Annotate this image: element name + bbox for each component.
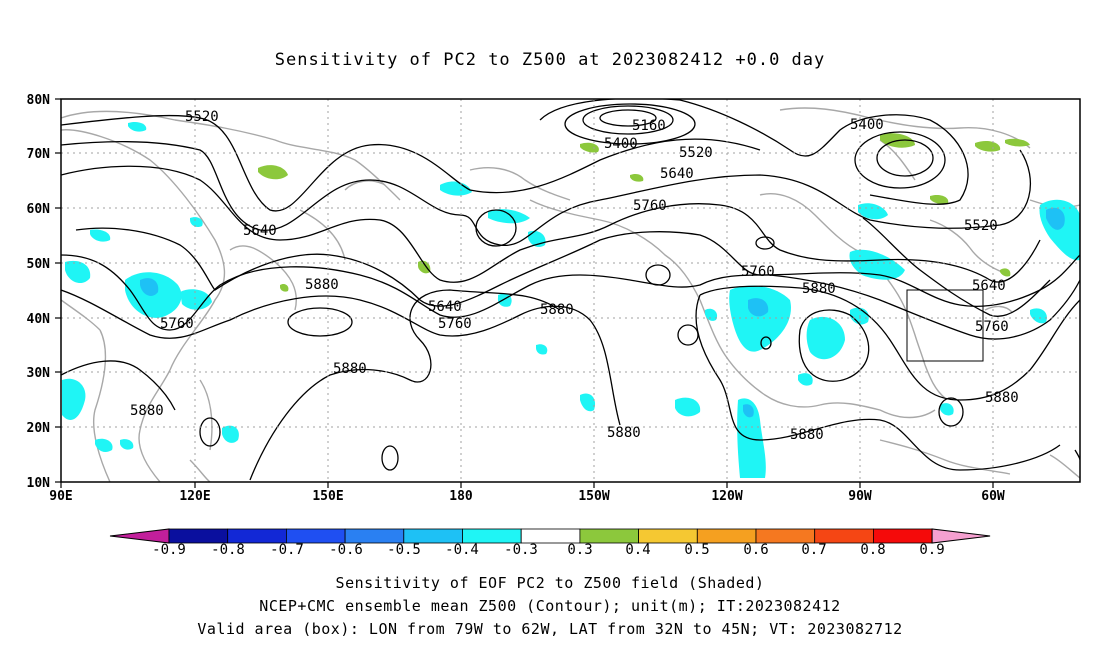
lat-label: 70N bbox=[27, 147, 51, 162]
map-plot-area: 5520 5160 5400 5400 5520 5640 5760 5640 … bbox=[61, 99, 1080, 482]
colorbar-label: -0.5 bbox=[387, 542, 421, 558]
contour-labels: 5520 5160 5400 5400 5520 5640 5760 5640 … bbox=[130, 109, 1019, 443]
valid-area-box bbox=[906, 289, 984, 362]
lon-label: 120E bbox=[179, 489, 210, 504]
contour-label: 5880 bbox=[540, 302, 574, 318]
colorbar-segment bbox=[638, 528, 698, 544]
colorbar-label: -0.3 bbox=[504, 542, 538, 558]
colorbar-label: -0.9 bbox=[152, 542, 186, 558]
contour-label: 5880 bbox=[305, 277, 339, 293]
lat-label: 20N bbox=[27, 421, 51, 436]
caption-valid-area: Valid area (box): LON from 79W to 62W, L… bbox=[197, 620, 903, 638]
contour-label: 5640 bbox=[243, 223, 277, 239]
contour-label: 5520 bbox=[679, 145, 713, 161]
contour-label: 5880 bbox=[130, 403, 164, 419]
colorbar-segment bbox=[520, 528, 581, 544]
lon-label: 150W bbox=[578, 489, 609, 504]
colorbar-label: -0.4 bbox=[445, 542, 479, 558]
colorbar-segment bbox=[696, 528, 757, 544]
map-title: Sensitivity of PC2 to Z500 at 2023082412… bbox=[274, 50, 826, 70]
contour-label: 5760 bbox=[741, 264, 775, 280]
contour-label: 5880 bbox=[607, 425, 641, 441]
contour-label: 5760 bbox=[160, 316, 194, 332]
colorbar-label: 0.3 bbox=[567, 542, 593, 558]
contour-label: 5160 bbox=[632, 118, 666, 134]
contour-label: 5640 bbox=[428, 299, 462, 315]
colorbar-segment bbox=[285, 528, 346, 544]
colorbar-segment bbox=[403, 528, 463, 544]
contour-label: 5520 bbox=[185, 109, 219, 125]
contour-label: 5640 bbox=[660, 166, 694, 182]
contour-label: 5640 bbox=[972, 278, 1006, 294]
lon-label: 90E bbox=[49, 489, 72, 504]
lat-label: 50N bbox=[27, 257, 51, 272]
contour-label: 5880 bbox=[985, 390, 1019, 406]
colorbar-segment bbox=[873, 528, 933, 544]
lon-label: 150E bbox=[312, 489, 343, 504]
colorbar-segment bbox=[227, 528, 287, 544]
colorbar-arrow-left bbox=[109, 528, 170, 544]
contour-label: 5400 bbox=[850, 117, 884, 133]
caption-shaded: Sensitivity of EOF PC2 to Z500 field (Sh… bbox=[335, 574, 765, 592]
contour-label: 5760 bbox=[438, 316, 472, 332]
lat-label: 30N bbox=[27, 366, 51, 381]
lat-label: 80N bbox=[27, 93, 51, 108]
colorbar-label: -0.6 bbox=[329, 542, 363, 558]
colorbar-segment bbox=[579, 528, 640, 544]
lat-label: 60N bbox=[27, 202, 51, 217]
colorbar-label: 0.8 bbox=[860, 542, 886, 558]
map-frame bbox=[60, 98, 1081, 483]
colorbar-label: 0.6 bbox=[743, 542, 769, 558]
contour-label: 5880 bbox=[790, 427, 824, 443]
colorbar-segment bbox=[344, 528, 405, 544]
caption-contour: NCEP+CMC ensemble mean Z500 (Contour); u… bbox=[259, 597, 841, 615]
lat-label: 40N bbox=[27, 312, 51, 327]
coastlines bbox=[61, 107, 1080, 482]
colorbar-label: 0.4 bbox=[625, 542, 651, 558]
colorbar-label: -0.8 bbox=[211, 542, 245, 558]
contour-label: 5880 bbox=[333, 361, 367, 377]
lon-label: 120W bbox=[711, 489, 742, 504]
contour-label: 5400 bbox=[604, 136, 638, 152]
colorbar-label: 0.5 bbox=[684, 542, 710, 558]
lon-label: 90W bbox=[848, 489, 872, 504]
lat-label: 10N bbox=[27, 476, 51, 491]
lon-label: 180 bbox=[449, 489, 473, 504]
colorbar bbox=[109, 528, 991, 544]
graticule bbox=[61, 99, 1080, 482]
contour-label: 5520 bbox=[964, 218, 998, 234]
colorbar-segment bbox=[755, 528, 816, 544]
colorbar-segment bbox=[462, 528, 522, 544]
colorbar-label: -0.7 bbox=[270, 542, 304, 558]
contour-label: 5760 bbox=[975, 319, 1009, 335]
contour-label: 5760 bbox=[633, 198, 667, 214]
contour-label: 5880 bbox=[802, 281, 836, 297]
colorbar-label: 0.7 bbox=[801, 542, 827, 558]
colorbar-arrow-right bbox=[931, 528, 991, 544]
axis-ticks bbox=[55, 98, 994, 488]
lon-label: 60W bbox=[981, 489, 1005, 504]
colorbar-segment bbox=[814, 528, 874, 544]
colorbar-label: 0.9 bbox=[919, 542, 945, 558]
z500-contours bbox=[61, 99, 1080, 481]
colorbar-segment bbox=[168, 528, 229, 544]
